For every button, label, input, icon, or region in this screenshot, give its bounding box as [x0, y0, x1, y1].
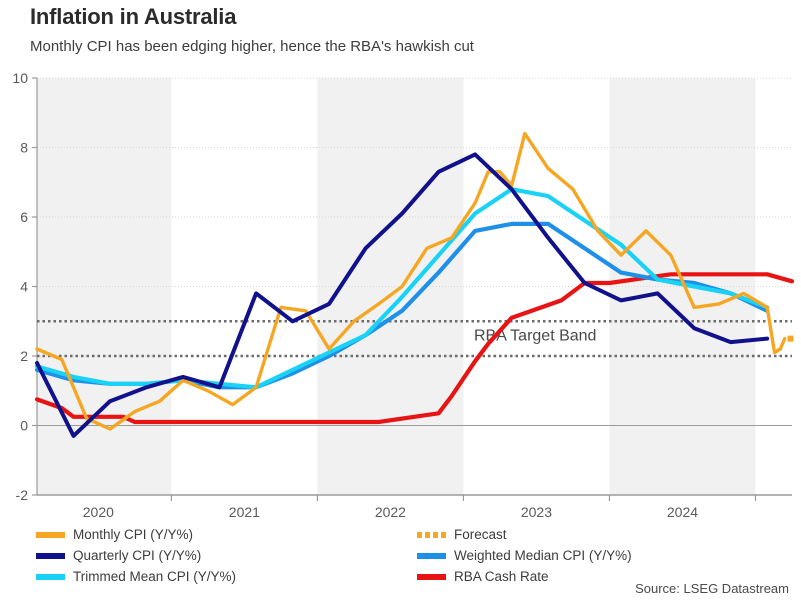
forecast-marker	[787, 335, 794, 342]
y-tick-label: 2	[20, 348, 28, 364]
source-caption: Source: LSEG Datastream	[635, 581, 789, 596]
y-tick-label: 4	[20, 279, 28, 295]
legend-swatch-trimmed-mean-cpi	[36, 573, 65, 580]
legend-swatch-weighted-median-cpi	[417, 552, 446, 559]
y-tick-label: 10	[12, 70, 28, 86]
x-tick-label: 2022	[375, 504, 406, 520]
legend-item[interactable]: Quarterly CPI (Y/Y%)	[36, 545, 236, 566]
chart-legend: Monthly CPI (Y/Y%) Quarterly CPI (Y/Y%) …	[0, 524, 801, 584]
legend-label: Forecast	[454, 526, 507, 542]
legend-column-left: Monthly CPI (Y/Y%) Quarterly CPI (Y/Y%) …	[36, 524, 236, 587]
legend-label: RBA Cash Rate	[454, 568, 549, 584]
x-tick-label: 2024	[667, 504, 698, 520]
legend-swatch-forecast	[417, 531, 446, 538]
legend-item[interactable]: Weighted Median CPI (Y/Y%)	[417, 545, 632, 566]
legend-item[interactable]: RBA Cash Rate	[417, 566, 632, 587]
x-tick-label: 2021	[229, 504, 260, 520]
legend-column-right: Forecast Weighted Median CPI (Y/Y%) RBA …	[417, 524, 632, 587]
legend-swatch-rba-cash-rate	[417, 573, 446, 580]
legend-item[interactable]: Monthly CPI (Y/Y%)	[36, 524, 236, 545]
x-tick-label: 2020	[83, 504, 114, 520]
legend-label: Monthly CPI (Y/Y%)	[73, 526, 194, 542]
y-tick-label: 0	[20, 418, 28, 434]
y-tick-label: 8	[20, 140, 28, 156]
page-title: Inflation in Australia	[30, 4, 237, 29]
legend-swatch-monthly-cpi	[36, 531, 65, 538]
y-tick-label: 6	[20, 209, 28, 225]
legend-label: Quarterly CPI (Y/Y%)	[73, 547, 202, 563]
y-tick-label: -2	[16, 487, 29, 503]
series-line-quarterly-cpi-y-y	[35, 152, 770, 438]
legend-item[interactable]: Trimmed Mean CPI (Y/Y%)	[36, 566, 236, 587]
target-band-label: RBA Target Band	[474, 327, 596, 344]
x-tick-label: 2023	[521, 504, 552, 520]
series-line-monthly-cpi-y-y	[35, 131, 787, 431]
legend-item[interactable]: Forecast	[417, 524, 632, 545]
legend-swatch-quarterly-cpi	[36, 552, 65, 559]
legend-label: Trimmed Mean CPI (Y/Y%)	[73, 568, 237, 584]
legend-label: Weighted Median CPI (Y/Y%)	[454, 547, 632, 563]
page-subtitle: Monthly CPI has been edging higher, henc…	[30, 38, 474, 55]
